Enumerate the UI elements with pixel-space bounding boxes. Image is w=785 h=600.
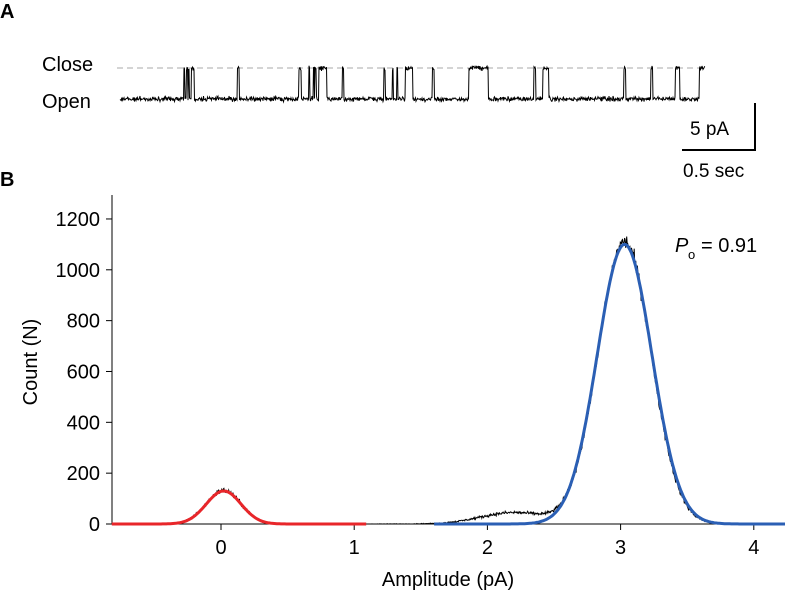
current-trace: [119, 64, 706, 104]
y-tick-label: 200: [67, 463, 100, 485]
open-probability-annotation: P o = 0.91: [675, 235, 757, 262]
current-scale-label: 5 pA: [690, 119, 729, 140]
panel-label-b: B: [0, 169, 14, 191]
y-tick-label: 1000: [56, 260, 101, 282]
x-tick-label: 4: [748, 537, 759, 559]
y-tick-label: 800: [67, 311, 100, 333]
x-tick-label: 2: [482, 537, 493, 559]
y-tick-label: 1200: [56, 209, 101, 231]
y-axis-label: Count (N): [20, 319, 42, 406]
x-axis-label: Amplitude (pA): [382, 569, 514, 591]
y-tick-label: 600: [67, 361, 100, 383]
close-level-label: Close: [42, 54, 93, 76]
po-symbol: P: [675, 235, 689, 257]
time-scale-label: 0.5 sec: [683, 161, 744, 182]
po-subscript: o: [688, 247, 695, 262]
open-state-gaussian-fit: [434, 242, 785, 526]
x-tick-label: 0: [215, 537, 226, 559]
y-tick-label: 0: [89, 514, 100, 536]
open-level-label: Open: [42, 91, 91, 113]
y-tick-label: 400: [67, 412, 100, 434]
po-value: = 0.91: [701, 235, 757, 257]
x-tick-label: 3: [615, 537, 626, 559]
panel-label-a: A: [0, 1, 14, 23]
amplitude-histogram: [161, 236, 721, 525]
closed-state-gaussian-fit: [111, 489, 367, 526]
x-tick-label: 1: [349, 537, 360, 559]
